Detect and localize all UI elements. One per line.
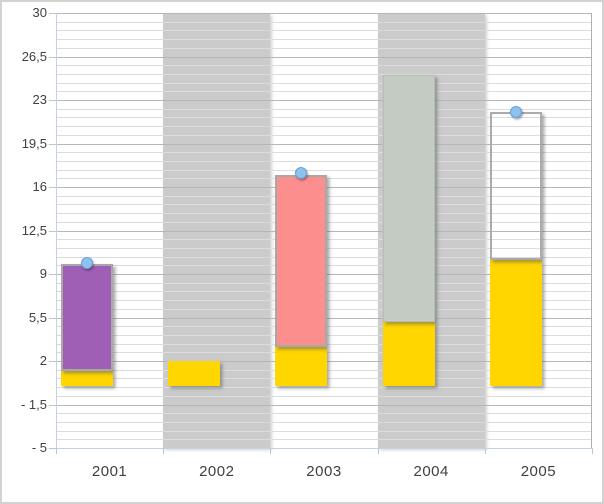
minor-gridline [56, 152, 592, 154]
minor-gridline [56, 134, 592, 136]
y-axis-tick-label: 30 [32, 5, 47, 20]
minor-gridline [56, 421, 592, 423]
minor-gridline [56, 395, 592, 397]
minor-gridline [56, 126, 592, 128]
minor-gridline [56, 73, 592, 75]
y-axis-tick-label: 9 [39, 266, 47, 281]
plot-right-border [591, 13, 592, 448]
y-axis-tick-label: - 5 [31, 440, 47, 455]
minor-gridline [56, 47, 592, 49]
minor-gridline [56, 82, 592, 84]
y-axis-tick [49, 187, 56, 188]
y-axis-tick [49, 56, 56, 58]
x-axis-tick [484, 448, 486, 454]
x-category-label-2002: 2002 [199, 463, 235, 480]
x-category-label-2001: 2001 [91, 463, 128, 480]
y-axis-tick-label: 19,5 [21, 135, 47, 151]
y-axis-tick [49, 317, 56, 319]
x-category-label-2005: 2005 [520, 463, 557, 480]
minor-gridline [56, 39, 592, 41]
x-axis-tick [163, 448, 165, 454]
major-gridline [56, 143, 592, 145]
minor-gridline [56, 160, 592, 162]
bar-upper-2003[interactable] [275, 174, 328, 348]
y-axis-tick [49, 361, 56, 362]
y-axis-tick-label: 12,5 [21, 222, 47, 238]
y-axis-tick [49, 404, 56, 406]
bar-base-2003[interactable] [275, 347, 328, 386]
y-axis-tick [49, 143, 56, 145]
minor-gridline [56, 439, 592, 441]
minor-gridline [56, 108, 592, 110]
x-axis-tick [377, 448, 379, 454]
minor-gridline [56, 430, 592, 432]
minor-gridline [56, 169, 592, 171]
marker-2001[interactable] [81, 256, 93, 269]
minor-gridline [56, 91, 592, 93]
y-axis-tick-label: 26,5 [21, 48, 47, 64]
marker-2005[interactable] [509, 106, 522, 119]
x-axis-tick [592, 448, 593, 454]
y-axis-tick [49, 230, 56, 232]
plot-area [56, 13, 592, 449]
major-gridline [56, 100, 592, 101]
x-category-label-2004: 2004 [413, 463, 449, 480]
minor-gridline [56, 387, 592, 389]
x-axis-tick [270, 448, 272, 454]
y-axis-line [56, 13, 57, 448]
y-axis-tick-label: 2 [39, 353, 47, 368]
y-axis-tick [49, 100, 56, 101]
y-axis-tick [49, 13, 56, 14]
bar-upper-2005[interactable] [489, 112, 542, 261]
y-axis-tick-label: 16 [32, 179, 47, 194]
bar-base-2005[interactable] [489, 260, 542, 386]
y-axis-tick [49, 448, 56, 449]
y-axis-tick [49, 274, 56, 275]
minor-gridline [56, 117, 592, 119]
bar-base-2002[interactable] [168, 361, 221, 386]
bar-base-2001[interactable] [61, 370, 113, 386]
x-axis-line [56, 448, 592, 449]
y-axis-tick-label: - 1,5 [20, 396, 47, 412]
minor-gridline [56, 30, 592, 32]
x-axis-tick [56, 448, 57, 454]
y-axis-tick-label: 5,5 [28, 309, 47, 325]
major-gridline [56, 56, 592, 58]
bar-upper-2004[interactable] [382, 75, 435, 323]
minor-gridline [56, 413, 592, 415]
minor-gridline [56, 65, 592, 67]
bar-upper-2001[interactable] [61, 264, 113, 371]
minor-gridline [56, 21, 592, 23]
bar-base-2004[interactable] [382, 322, 435, 386]
x-category-label-2003: 2003 [306, 463, 342, 480]
major-gridline [56, 404, 592, 406]
marker-2003[interactable] [295, 167, 308, 180]
y-axis-tick-label: 23 [32, 92, 47, 107]
major-gridline [56, 13, 592, 14]
